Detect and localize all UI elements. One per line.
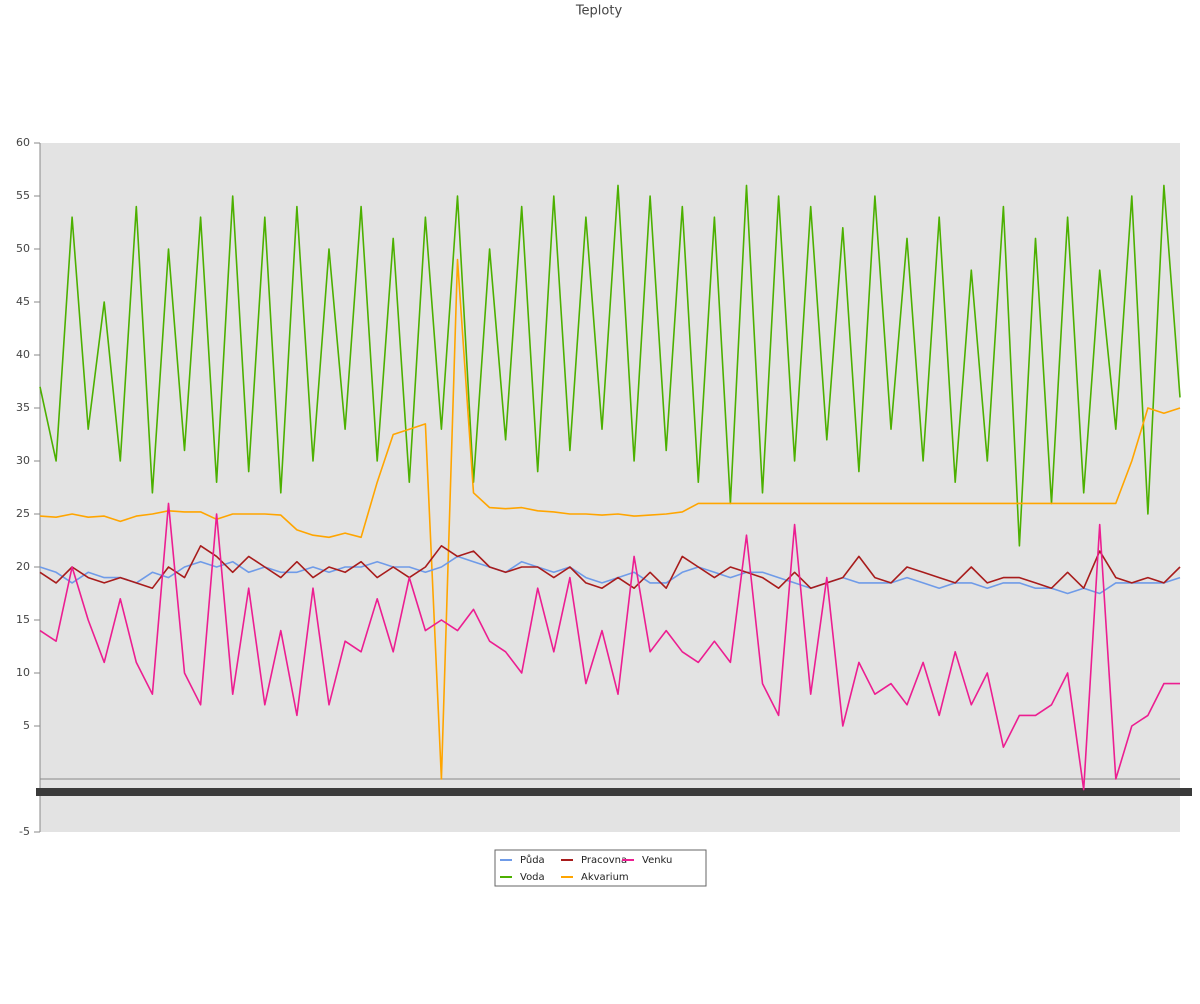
legend-label: Akvarium [581,872,629,883]
y-tick-label: 55 [16,189,30,202]
y-tick-label: 15 [16,613,30,626]
series-line [39,502,1180,791]
y-tick-label: 25 [16,507,30,520]
y-tick-label: -5 [19,825,30,838]
series-line [39,184,1181,547]
legend-label: Půda [520,854,545,866]
legend [494,849,707,887]
legend-label: Pracovna [581,855,627,866]
legend-label: Voda [520,872,545,883]
x-axis-labels-band [36,788,1192,796]
series-line [39,258,1181,780]
y-tick-label: 20 [16,560,30,573]
y-tick-label: 30 [16,454,30,467]
series-line [39,555,1181,595]
y-tick-label: 50 [16,242,30,255]
chart-title: Teploty [575,4,623,19]
series-line [39,545,1181,589]
y-tick-label: 40 [16,348,30,361]
y-tick-label: 5 [23,719,30,732]
y-tick-label: 35 [16,401,30,414]
legend-label: Venku [642,855,672,866]
y-tick-label: 60 [16,136,30,149]
y-tick-label: 45 [16,295,30,308]
y-tick-label: 10 [16,666,30,679]
plot-area [40,143,1180,832]
